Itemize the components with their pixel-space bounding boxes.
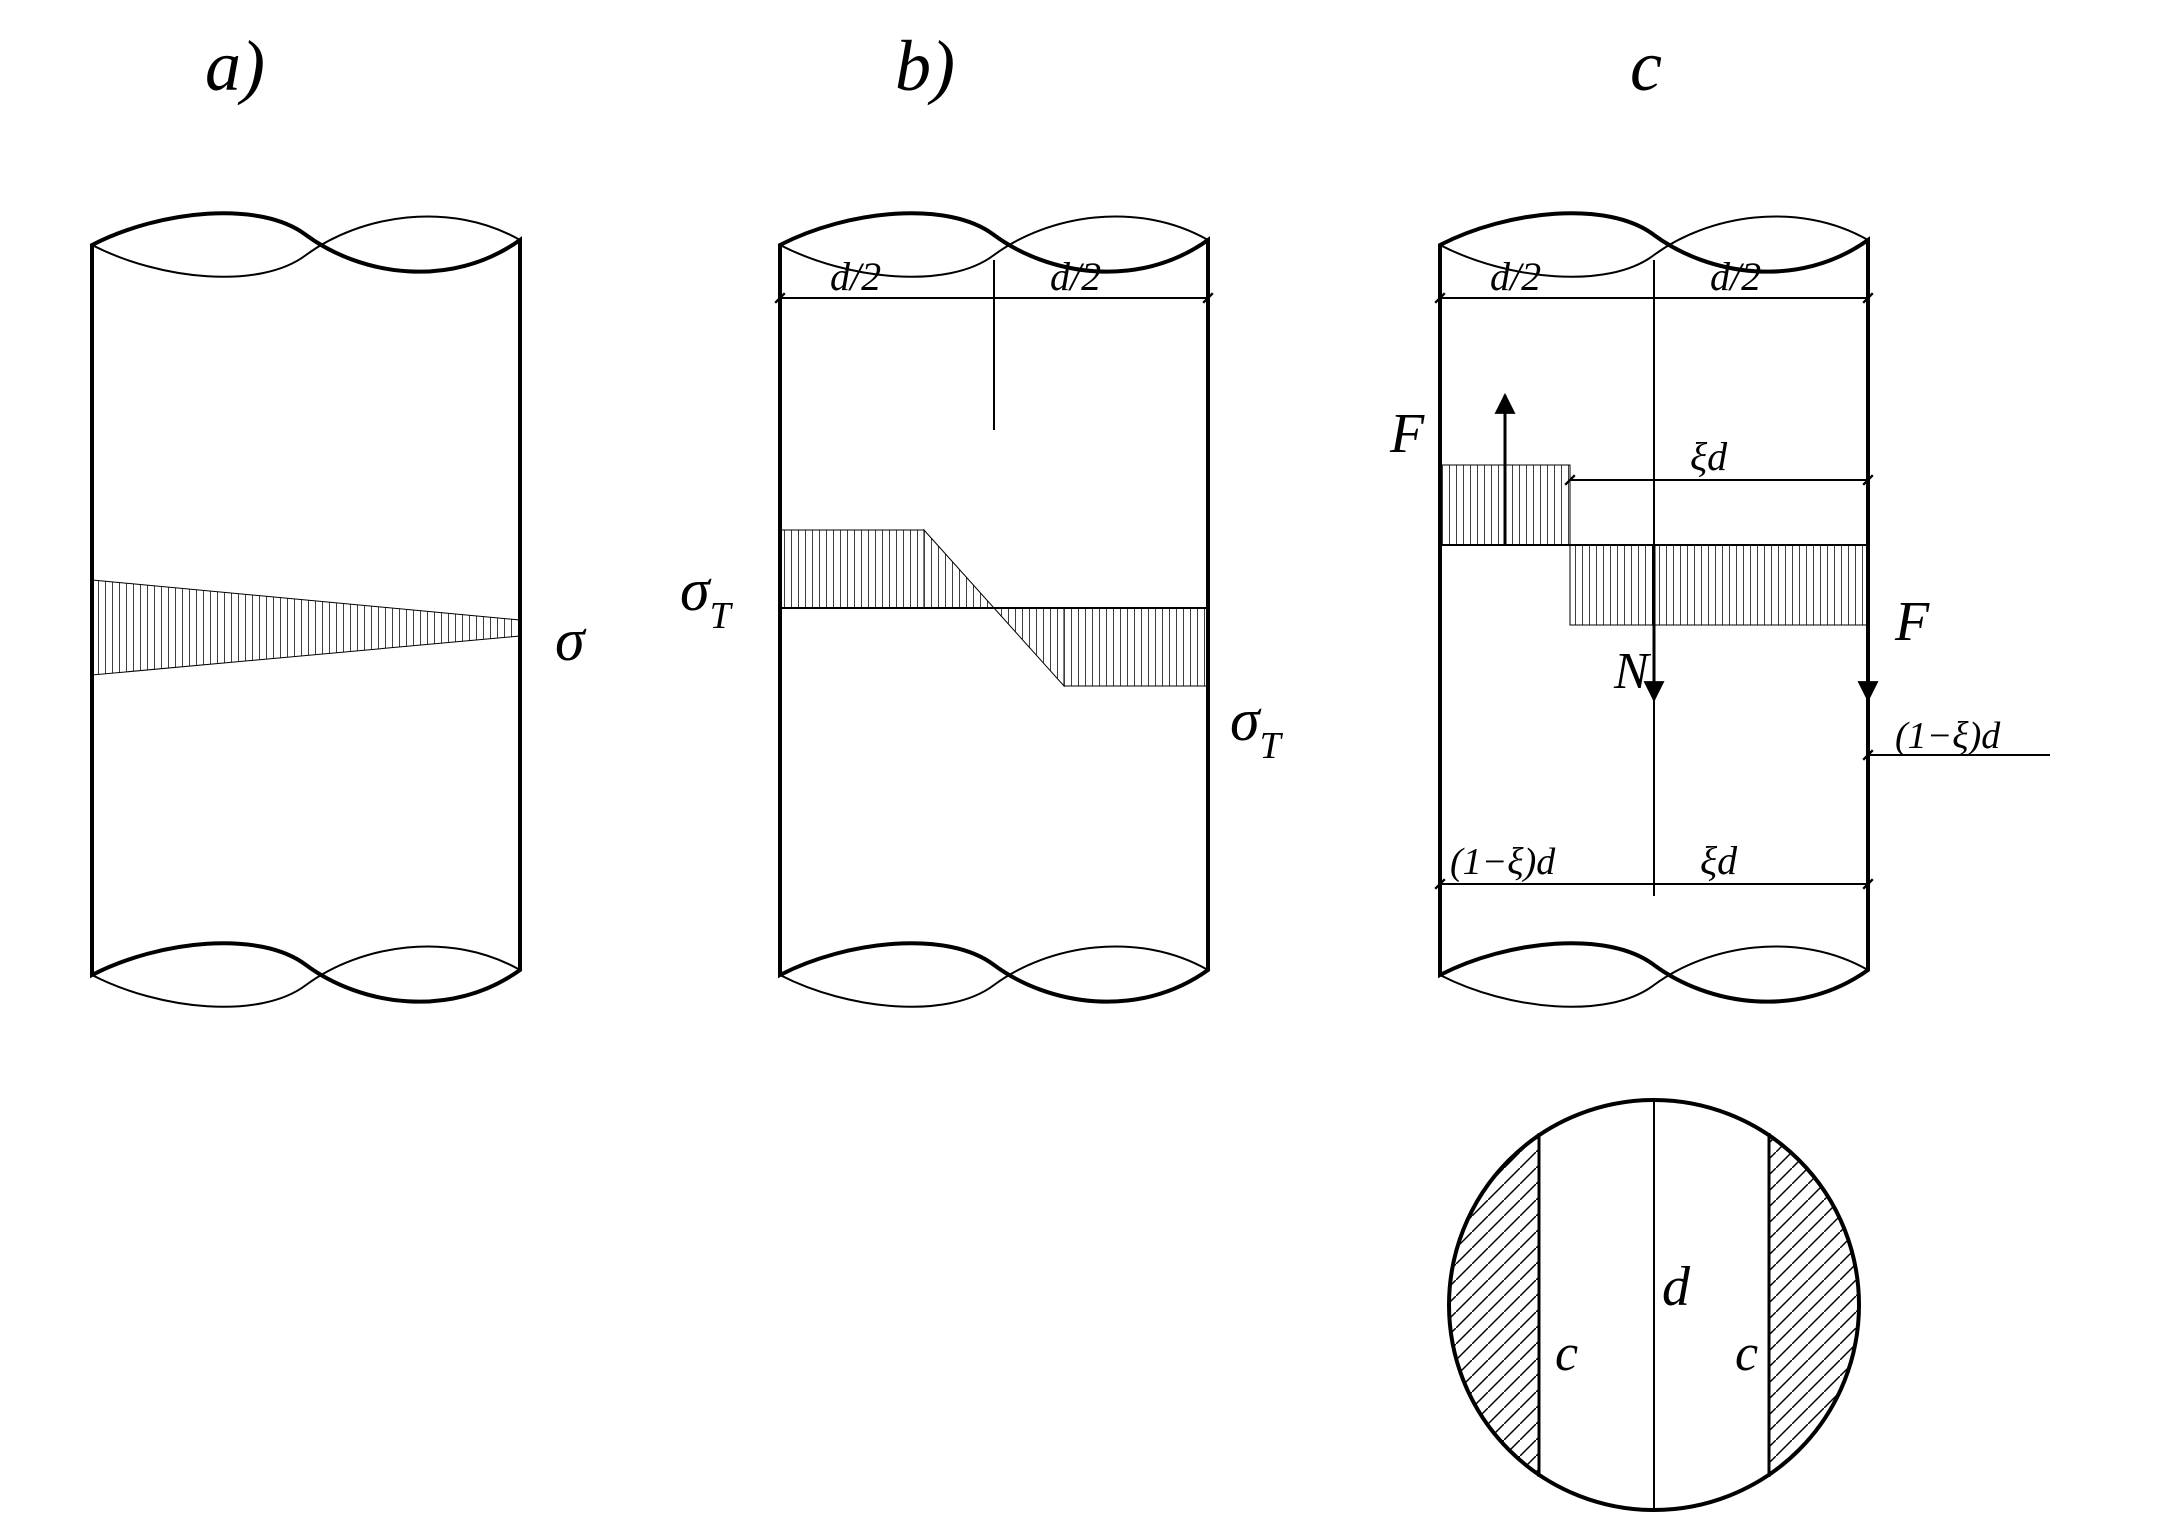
F-left: F xyxy=(1389,403,1425,465)
d-half-left-b: d/2 xyxy=(830,254,881,299)
sigmaT-right: σT xyxy=(1230,687,1284,767)
N-label: N xyxy=(1613,643,1652,700)
panel-b-label: b) xyxy=(895,26,955,106)
c-left: c xyxy=(1555,1325,1578,1382)
panel-a-label: a) xyxy=(205,26,265,106)
d-half-left-c: d/2 xyxy=(1490,254,1541,299)
c-right: c xyxy=(1735,1325,1758,1382)
xi-d-bot: ξd xyxy=(1700,838,1738,883)
sigma-label: σ xyxy=(555,607,587,673)
panel-a: σ xyxy=(92,213,587,1007)
panel-c-right-block xyxy=(1570,545,1868,625)
panel-a-stress-wedge xyxy=(92,580,520,675)
xi-d-top: ξd xyxy=(1690,434,1728,479)
F-right: F xyxy=(1894,591,1930,653)
panel-c: d/2 d/2 ξd F F N (1−ξ)d ξd (1−ξ)d xyxy=(1389,213,2050,1007)
one-minus-xi-left: (1−ξ)d xyxy=(1450,841,1556,883)
cross-section: c c d xyxy=(1449,1100,1860,1510)
sigmaT-left: σT xyxy=(680,557,734,637)
d-half-right-b: d/2 xyxy=(1050,254,1101,299)
figure-canvas: a) b) c σ d/2 d/2 xyxy=(0,0,2159,1537)
d-center: d xyxy=(1662,1256,1691,1318)
cross-section-right-cap xyxy=(1769,1135,1859,1475)
one-minus-xi-right: (1−ξ)d xyxy=(1895,715,2001,757)
panel-b: d/2 d/2 σT σT xyxy=(680,213,1284,1007)
panel-c-label: c xyxy=(1630,26,1662,106)
cross-section-left-cap xyxy=(1449,1135,1539,1475)
d-half-right-c: d/2 xyxy=(1710,254,1761,299)
